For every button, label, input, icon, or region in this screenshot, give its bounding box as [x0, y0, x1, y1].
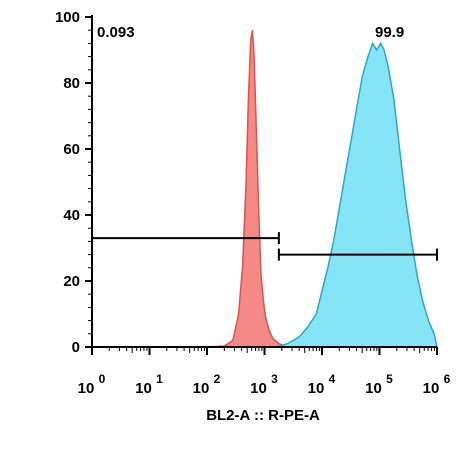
x-tick-exponent: 6: [444, 372, 451, 386]
gate-layer: 0.093 99.9: [91, 24, 438, 261]
x-tick-exponent: 2: [214, 372, 221, 386]
gate-1: 0.093: [91, 24, 280, 245]
gate-2: 99.9: [277, 24, 438, 261]
y-tick-label: 100: [55, 9, 80, 26]
y-tick-label: 40: [63, 207, 80, 224]
histogram-series-1: [206, 30, 288, 348]
x-tick-label: 10 6: [423, 372, 451, 397]
x-tick-label: 10 3: [250, 372, 278, 397]
x-tick-base: 10: [423, 380, 440, 397]
x-tick-exponent: 1: [156, 372, 163, 386]
x-tick-exponent: 3: [271, 372, 278, 386]
y-tick-label: 60: [63, 141, 80, 158]
x-tick-base: 10: [250, 380, 267, 397]
gate-percent-label: 0.093: [97, 24, 135, 41]
x-tick-base: 10: [135, 380, 152, 397]
x-tick-exponent: 5: [386, 372, 393, 386]
x-tick-base: 10: [78, 380, 95, 397]
x-tick-exponent: 0: [99, 372, 106, 386]
histogram-series-2: [275, 41, 438, 348]
x-axis-label: BL2-A :: R-PE-A: [206, 407, 320, 424]
histogram-series-layer: [206, 30, 438, 348]
y-tick-label: 0: [72, 339, 80, 356]
x-tick-base: 10: [365, 380, 382, 397]
x-tick-base: 10: [308, 380, 325, 397]
x-tick-label: 10 4: [308, 372, 336, 397]
gate-percent-label: 99.9: [375, 24, 404, 41]
y-tick-label: 80: [63, 75, 80, 92]
y-tick-label: 20: [63, 273, 80, 290]
x-tick-label: 10 0: [78, 372, 106, 397]
x-tick-label: 10 1: [135, 372, 163, 397]
x-tick-exponent: 4: [329, 372, 336, 386]
x-tick-label: 10 2: [193, 372, 221, 397]
label-layer: BL2-A :: R-PE-A: [206, 407, 320, 424]
x-tick-base: 10: [193, 380, 210, 397]
x-tick-label: 10 5: [365, 372, 393, 397]
